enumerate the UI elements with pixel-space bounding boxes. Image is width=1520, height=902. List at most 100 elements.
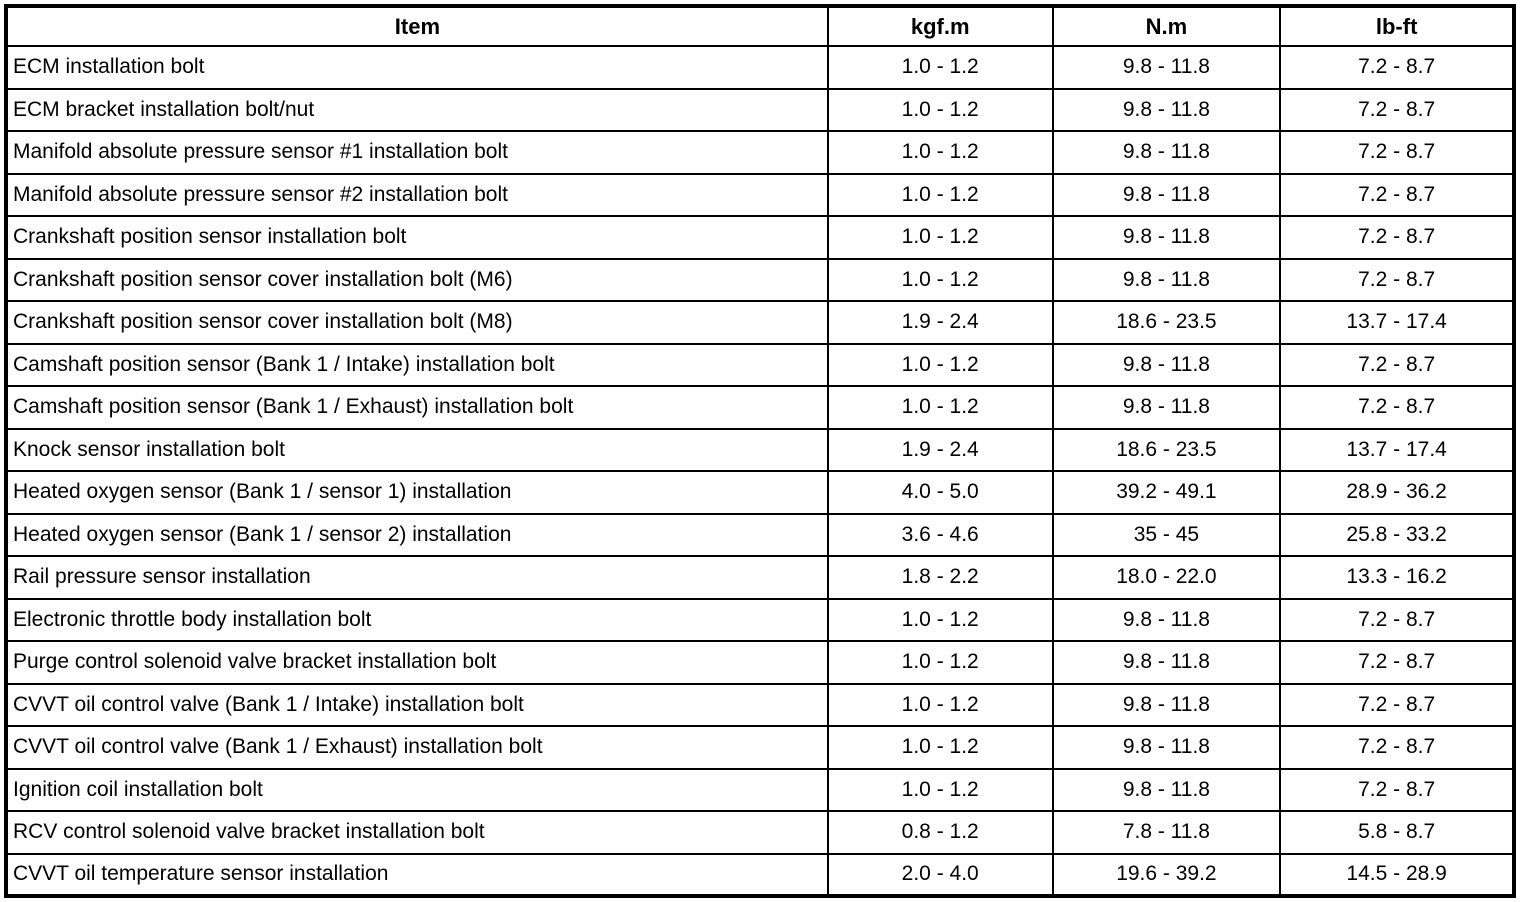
value-cell: 1.0 - 1.2 bbox=[826, 342, 1054, 387]
value-cell: 7.8 - 11.8 bbox=[1051, 810, 1282, 855]
table-row: ECM bracket installation bolt/nut 1.0 - 1… bbox=[5, 87, 1515, 132]
value-cell: 7.2 - 8.7 bbox=[1279, 215, 1515, 260]
item-cell: Purge control solenoid valve bracket ins… bbox=[5, 640, 829, 685]
value-cell: 7.2 - 8.7 bbox=[1279, 682, 1515, 727]
value-cell: 9.8 - 11.8 bbox=[1051, 767, 1282, 812]
value-cell: 1.0 - 1.2 bbox=[826, 767, 1054, 812]
value-cell: 5.8 - 8.7 bbox=[1279, 810, 1515, 855]
value-cell: 9.8 - 11.8 bbox=[1051, 257, 1282, 302]
torque-spec-table: Item kgf.m N.m lb-ft ECM installation bolt 1… bbox=[4, 4, 1516, 898]
table-row: Heated oxygen sensor (Bank 1 / sensor 2)… bbox=[5, 512, 1515, 557]
value-cell: 2.0 - 4.0 bbox=[826, 852, 1054, 897]
value-cell: 9.8 - 11.8 bbox=[1051, 597, 1282, 642]
value-cell: 4.0 - 5.0 bbox=[826, 470, 1054, 515]
value-cell: 7.2 - 8.7 bbox=[1279, 725, 1515, 770]
table-row: Purge control solenoid valve bracket ins… bbox=[5, 640, 1515, 685]
value-cell: 28.9 - 36.2 bbox=[1279, 470, 1515, 515]
table-row: Heated oxygen sensor (Bank 1 / sensor 1)… bbox=[5, 470, 1515, 515]
value-cell: 1.0 - 1.2 bbox=[826, 172, 1054, 217]
value-cell: 1.0 - 1.2 bbox=[826, 87, 1054, 132]
table-row: Knock sensor installation bolt 1.9 - 2.4 1… bbox=[5, 427, 1515, 472]
value-cell: 9.8 - 11.8 bbox=[1051, 172, 1282, 217]
item-cell: Manifold absolute pressure sensor #2 ins… bbox=[5, 172, 829, 217]
item-cell: RCV control solenoid valve bracket insta… bbox=[5, 810, 829, 855]
value-cell: 7.2 - 8.7 bbox=[1279, 130, 1515, 175]
item-cell: Rail pressure sensor installation bbox=[5, 555, 829, 600]
item-cell: CVVT oil control valve (Bank 1 / Exhaust… bbox=[5, 725, 829, 770]
column-header-lbft: lb-ft bbox=[1279, 5, 1515, 47]
value-cell: 7.2 - 8.7 bbox=[1279, 257, 1515, 302]
table-row: CVVT oil control valve (Bank 1 / Intake)… bbox=[5, 682, 1515, 727]
column-header-nm: N.m bbox=[1051, 5, 1282, 47]
value-cell: 9.8 - 11.8 bbox=[1051, 682, 1282, 727]
item-cell: Crankshaft position sensor cover install… bbox=[5, 300, 829, 345]
item-cell: CVVT oil control valve (Bank 1 / Intake)… bbox=[5, 682, 829, 727]
value-cell: 13.7 - 17.4 bbox=[1279, 300, 1515, 345]
value-cell: 39.2 - 49.1 bbox=[1051, 470, 1282, 515]
value-cell: 9.8 - 11.8 bbox=[1051, 130, 1282, 175]
item-cell: Camshaft position sensor (Bank 1 / Exhau… bbox=[5, 385, 829, 430]
column-header-item: Item bbox=[5, 5, 829, 47]
value-cell: 0.8 - 1.2 bbox=[826, 810, 1054, 855]
value-cell: 9.8 - 11.8 bbox=[1051, 87, 1282, 132]
table-row: Camshaft position sensor (Bank 1 / Exhau… bbox=[5, 385, 1515, 430]
value-cell: 3.6 - 4.6 bbox=[826, 512, 1054, 557]
table-row: Crankshaft position sensor cover install… bbox=[5, 257, 1515, 302]
item-cell: Crankshaft position sensor installation … bbox=[5, 215, 829, 260]
value-cell: 7.2 - 8.7 bbox=[1279, 385, 1515, 430]
value-cell: 25.8 - 33.2 bbox=[1279, 512, 1515, 557]
table-header-row: Item kgf.m N.m lb-ft bbox=[5, 5, 1515, 47]
value-cell: 9.8 - 11.8 bbox=[1051, 385, 1282, 430]
table-row: CVVT oil control valve (Bank 1 / Exhaust… bbox=[5, 725, 1515, 770]
table-row: Rail pressure sensor installation 1.8 - 2… bbox=[5, 555, 1515, 600]
value-cell: 9.8 - 11.8 bbox=[1051, 45, 1282, 90]
value-cell: 1.0 - 1.2 bbox=[826, 130, 1054, 175]
value-cell: 14.5 - 28.9 bbox=[1279, 852, 1515, 897]
value-cell: 1.9 - 2.4 bbox=[826, 427, 1054, 472]
value-cell: 1.0 - 1.2 bbox=[826, 682, 1054, 727]
value-cell: 9.8 - 11.8 bbox=[1051, 640, 1282, 685]
table-row: CVVT oil temperature sensor installation… bbox=[5, 852, 1515, 897]
table-row: Ignition coil installation bolt 1.0 - 1.2… bbox=[5, 767, 1515, 812]
value-cell: 9.8 - 11.8 bbox=[1051, 342, 1282, 387]
value-cell: 1.0 - 1.2 bbox=[826, 215, 1054, 260]
value-cell: 7.2 - 8.7 bbox=[1279, 87, 1515, 132]
value-cell: 7.2 - 8.7 bbox=[1279, 342, 1515, 387]
table-row: Manifold absolute pressure sensor #2 ins… bbox=[5, 172, 1515, 217]
value-cell: 1.9 - 2.4 bbox=[826, 300, 1054, 345]
value-cell: 7.2 - 8.7 bbox=[1279, 640, 1515, 685]
value-cell: 18.6 - 23.5 bbox=[1051, 300, 1282, 345]
value-cell: 7.2 - 8.7 bbox=[1279, 172, 1515, 217]
value-cell: 7.2 - 8.7 bbox=[1279, 45, 1515, 90]
item-cell: Manifold absolute pressure sensor #1 ins… bbox=[5, 130, 829, 175]
table-row: Manifold absolute pressure sensor #1 ins… bbox=[5, 130, 1515, 175]
value-cell: 1.8 - 2.2 bbox=[826, 555, 1054, 600]
item-cell: Heated oxygen sensor (Bank 1 / sensor 2)… bbox=[5, 512, 829, 557]
value-cell: 18.6 - 23.5 bbox=[1051, 427, 1282, 472]
item-cell: Crankshaft position sensor cover install… bbox=[5, 257, 829, 302]
value-cell: 18.0 - 22.0 bbox=[1051, 555, 1282, 600]
item-cell: ECM installation bolt bbox=[5, 45, 829, 90]
value-cell: 19.6 - 39.2 bbox=[1051, 852, 1282, 897]
item-cell: Electronic throttle body installation bo… bbox=[5, 597, 829, 642]
value-cell: 1.0 - 1.2 bbox=[826, 257, 1054, 302]
table-row: Electronic throttle body installation bo… bbox=[5, 597, 1515, 642]
value-cell: 9.8 - 11.8 bbox=[1051, 215, 1282, 260]
column-header-kgfm: kgf.m bbox=[826, 5, 1054, 47]
table-row: Crankshaft position sensor cover install… bbox=[5, 300, 1515, 345]
value-cell: 13.3 - 16.2 bbox=[1279, 555, 1515, 600]
table-row: ECM installation bolt 1.0 - 1.2 9.8 - 11.8… bbox=[5, 45, 1515, 90]
item-cell: Camshaft position sensor (Bank 1 / Intak… bbox=[5, 342, 829, 387]
value-cell: 13.7 - 17.4 bbox=[1279, 427, 1515, 472]
table-row: Crankshaft position sensor installation … bbox=[5, 215, 1515, 260]
item-cell: Heated oxygen sensor (Bank 1 / sensor 1)… bbox=[5, 470, 829, 515]
value-cell: 1.0 - 1.2 bbox=[826, 725, 1054, 770]
item-cell: CVVT oil temperature sensor installation bbox=[5, 852, 829, 897]
value-cell: 1.0 - 1.2 bbox=[826, 597, 1054, 642]
value-cell: 9.8 - 11.8 bbox=[1051, 725, 1282, 770]
value-cell: 1.0 - 1.2 bbox=[826, 385, 1054, 430]
value-cell: 1.0 - 1.2 bbox=[826, 45, 1054, 90]
item-cell: Ignition coil installation bolt bbox=[5, 767, 829, 812]
item-cell: Knock sensor installation bolt bbox=[5, 427, 829, 472]
